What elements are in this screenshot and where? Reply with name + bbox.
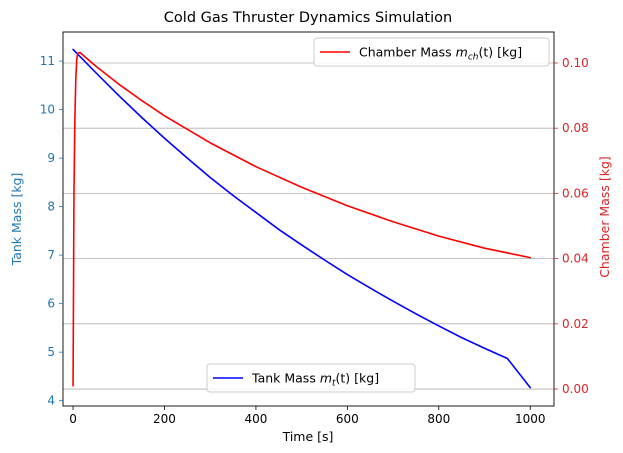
- legend-chamber-mass: Chamber Mass mch(t) [kg]: [313, 37, 550, 67]
- x-tick-label: 1000: [515, 412, 546, 426]
- y-axis-left: 4 5 6 7 8 9 10 11: [40, 54, 63, 408]
- y-right-tick-label: 0.02: [562, 317, 589, 331]
- x-tick-label: 800: [427, 412, 450, 426]
- x-tick-label: 600: [336, 412, 359, 426]
- y-left-tick-label: 8: [47, 200, 55, 214]
- legend-tank-label: Tank Mass mt(t) [kg]: [251, 371, 379, 389]
- chamber-mass-line: [72, 51, 532, 387]
- y-left-tick-label: 4: [47, 394, 55, 408]
- y-left-axis-label: Tank Mass [kg]: [9, 173, 24, 267]
- y-left-tick-label: 5: [47, 345, 55, 359]
- x-tick-label: 200: [153, 412, 176, 426]
- legend-chamber-label: Chamber Mass mch(t) [kg]: [359, 45, 522, 63]
- x-axis: 0 200 400 600 800 1000: [69, 406, 546, 426]
- tank-mass-line: [72, 48, 532, 389]
- x-axis-label: Time [s]: [282, 429, 334, 444]
- y-right-tick-label: 0.04: [562, 252, 589, 266]
- y-left-tick-label: 9: [47, 151, 55, 165]
- y-right-tick-label: 0.08: [562, 121, 589, 135]
- y-axis-right: 0.00 0.02 0.04 0.06 0.08 0.10: [554, 56, 589, 396]
- y-left-tick-label: 7: [47, 248, 55, 262]
- x-tick-label: 400: [244, 412, 267, 426]
- chart-title: Cold Gas Thruster Dynamics Simulation: [164, 10, 452, 26]
- plot-area-frame: [62, 31, 555, 407]
- y-left-tick-label: 10: [40, 103, 55, 117]
- y-left-tick-label: 6: [47, 297, 55, 311]
- y-right-tick-label: 0.10: [562, 56, 589, 70]
- x-tick-label: 0: [69, 412, 77, 426]
- legend-tank-frame: [206, 363, 416, 393]
- legend-chamber-frame: [313, 37, 550, 67]
- y-right-tick-label: 0.06: [562, 186, 589, 200]
- y-right-tick-label: 0.00: [562, 382, 589, 396]
- y-left-tick-label: 11: [40, 54, 55, 68]
- series-layer: [72, 48, 532, 389]
- y-right-axis-label: Chamber Mass [kg]: [597, 156, 612, 278]
- legend-tank-mass: Tank Mass mt(t) [kg]: [206, 363, 416, 393]
